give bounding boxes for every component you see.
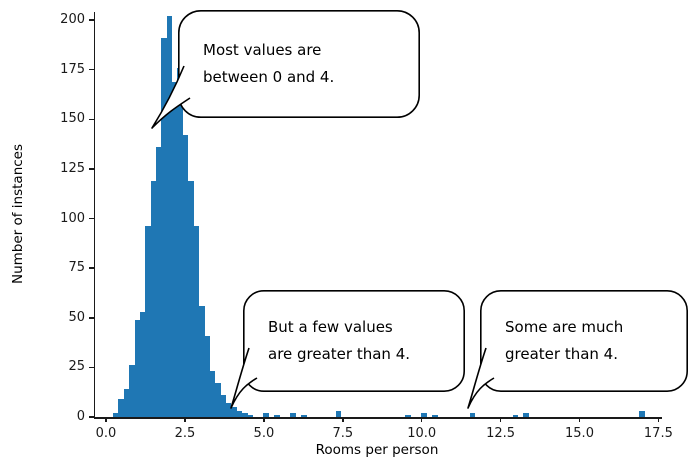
speech-bubble-shape xyxy=(151,10,420,129)
callout-most-values: Most values are between 0 and 4. xyxy=(151,10,420,129)
histogram-bar xyxy=(123,389,130,417)
histogram-bar xyxy=(300,415,307,417)
x-tick-label: 10.0 xyxy=(407,426,437,441)
x-axis-spine xyxy=(93,417,662,419)
histogram-bar xyxy=(161,37,168,417)
y-tick-mark xyxy=(88,317,94,319)
y-tick-label: 175 xyxy=(60,61,85,77)
y-axis-spine xyxy=(93,12,95,418)
histogram-bar xyxy=(193,226,200,417)
x-tick-label: 12.5 xyxy=(486,426,516,441)
y-tick-mark xyxy=(88,68,94,71)
x-tick-label: 7.5 xyxy=(332,426,354,441)
plot-area: 0 25 50 75 100 125 150 175 200 0.0 2.5 5.0 7.5 10.0 12… xyxy=(60,12,673,441)
y-tick-mark xyxy=(88,217,94,220)
y-tick-label: 150 xyxy=(60,111,85,127)
y-tick-mark xyxy=(88,168,94,170)
y-tick-mark xyxy=(88,366,94,369)
y-tick-mark xyxy=(88,19,94,21)
histogram-bar xyxy=(290,413,296,417)
y-tick-label: 0 xyxy=(76,409,85,424)
y-tick-label: 75 xyxy=(68,260,85,276)
x-tick-mark xyxy=(184,417,186,422)
x-tick-label: 0.0 xyxy=(95,426,117,441)
x-tick-mark xyxy=(657,417,660,422)
speech-bubble-shape xyxy=(467,290,688,409)
x-tick-label: 5.0 xyxy=(253,426,275,441)
histogram-bar xyxy=(225,403,232,417)
y-tick-label: 100 xyxy=(60,210,85,226)
histogram-bar xyxy=(118,399,125,417)
histogram-bar xyxy=(204,335,210,417)
histogram-bar xyxy=(432,415,438,417)
histogram-bar xyxy=(274,415,280,417)
y-axis-title: Number of instances xyxy=(10,143,26,285)
y-tick-label: 125 xyxy=(60,160,85,176)
x-axis-title: Rooms per person xyxy=(315,442,439,458)
histogram-bar xyxy=(166,16,173,417)
y-tick-label: 200 xyxy=(60,11,85,27)
histogram-bar xyxy=(241,413,248,417)
callout-text: Most values are between 0 and 4. xyxy=(203,41,335,86)
histogram-bar xyxy=(150,180,157,417)
x-tick-mark xyxy=(499,417,502,422)
histogram-bar xyxy=(177,67,184,417)
histogram-bar xyxy=(134,319,141,417)
x-tick-mark xyxy=(342,417,344,422)
histogram-bar xyxy=(231,407,237,417)
histogram-bar xyxy=(182,135,189,417)
histogram-bar xyxy=(188,180,194,417)
y-tick-mark xyxy=(88,118,94,120)
histogram-bar xyxy=(247,415,253,417)
x-tick-mark xyxy=(263,417,265,422)
callout-much-greater: Some are much greater than 4. xyxy=(467,290,688,409)
y-tick-label: 50 xyxy=(68,309,85,325)
histogram-bar xyxy=(155,147,162,417)
speech-bubble-shape xyxy=(230,290,465,409)
callout-few-values: But a few values are greater than 4. xyxy=(230,290,465,409)
histogram-bar xyxy=(113,413,119,417)
x-tick-label: 2.5 xyxy=(174,426,196,441)
histogram-bar xyxy=(145,226,151,417)
x-tick-label: 15.0 xyxy=(565,426,594,441)
histogram-bar xyxy=(469,413,476,417)
y-tick-mark xyxy=(88,416,94,418)
histogram-bar xyxy=(220,395,227,417)
histogram-bar xyxy=(129,365,135,417)
histogram-bar xyxy=(335,411,342,417)
callout-text: But a few values are greater than 4. xyxy=(268,318,411,363)
x-tick-mark xyxy=(105,417,107,422)
histogram-bar xyxy=(512,415,519,417)
y-tick-mark xyxy=(88,267,94,269)
x-tick-label: 17.5 xyxy=(643,426,673,441)
histogram-bar xyxy=(172,81,178,417)
callout-text: Some are much greater than 4. xyxy=(505,318,624,363)
histogram-bar xyxy=(638,411,645,417)
histogram-bar xyxy=(209,371,216,417)
histogram-bar xyxy=(523,413,530,417)
histogram-bar xyxy=(263,413,269,417)
x-tick-mark xyxy=(420,417,423,422)
histogram-bar xyxy=(236,411,243,417)
histogram-bar xyxy=(214,383,221,418)
histogram-bar xyxy=(405,415,412,417)
histogram-bar xyxy=(198,305,205,417)
y-tick-label: 25 xyxy=(68,359,85,375)
histogram-bar xyxy=(139,311,146,417)
histogram-bar xyxy=(421,413,428,417)
x-tick-mark xyxy=(578,417,581,422)
